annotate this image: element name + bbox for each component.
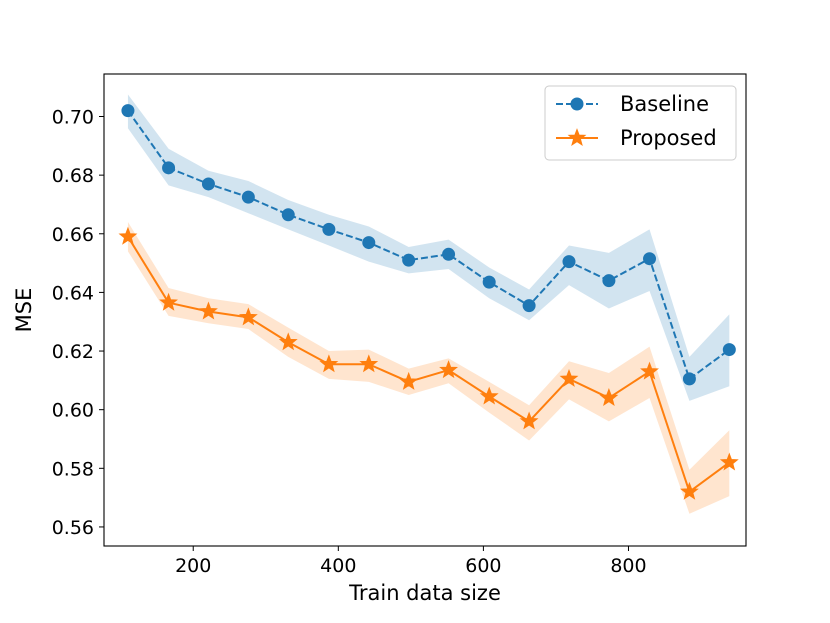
proposed-point [319,354,339,373]
proposed-point [159,292,178,311]
y-tick-label: 0.58 [52,458,94,480]
baseline-point [682,372,696,386]
baseline-point [402,253,416,267]
y-axis-ticks: 0.56 0.58 0.60 0.62 0.64 0.66 0.68 0.70 [52,107,104,539]
baseline-confidence-band [127,94,730,401]
y-tick-label: 0.60 [52,400,94,422]
proposed-point [278,332,298,351]
x-tick-label: 800 [610,555,646,577]
y-tick-label: 0.68 [52,165,94,187]
legend-proposed-label: Proposed [620,126,717,150]
baseline-series-line [127,110,730,380]
baseline-point [201,177,215,191]
baseline-point [602,274,616,288]
baseline-point [562,255,576,269]
x-axis-ticks: 200 400 600 800 [175,546,647,577]
proposed-point [559,368,579,387]
baseline-point [121,104,135,118]
y-axis-label: MSE [12,288,36,333]
series-markers [118,104,739,500]
baseline-point [322,222,336,236]
proposed-point [599,388,619,406]
x-tick-label: 400 [320,555,356,577]
proposed-point [519,411,539,430]
y-tick-label: 0.62 [52,341,94,363]
legend-proposed-marker [567,128,587,147]
baseline-point [522,299,536,313]
x-tick-label: 200 [175,555,211,577]
proposed-point [479,386,499,405]
x-tick-label: 600 [465,555,501,577]
baseline-point [241,190,255,204]
baseline-point [482,275,496,289]
plot-frame [103,73,747,547]
y-tick-label: 0.70 [52,107,94,129]
baseline-point [442,247,456,261]
y-tick-label: 0.64 [52,282,94,304]
proposed-point [640,361,659,380]
confidence-bands [127,94,730,514]
y-tick-label: 0.66 [52,224,94,246]
proposed-series-line [127,236,730,493]
y-tick-label: 0.56 [52,517,94,539]
proposed-point [238,307,258,326]
proposed-point [719,452,739,471]
baseline-point [362,236,376,250]
baseline-point [643,252,657,266]
baseline-point [162,161,176,175]
proposed-point [439,360,459,379]
proposed-point [199,301,218,320]
legend-baseline-marker [570,97,584,111]
legend: Baseline Proposed [544,85,737,161]
proposed-point [399,371,419,390]
proposed-point [679,481,699,500]
proposed-point [118,226,138,245]
series-lines [127,110,730,493]
legend-baseline-label: Baseline [620,92,709,116]
x-axis-label: Train data size [348,581,501,605]
proposed-point [359,354,379,373]
baseline-point [722,343,736,357]
baseline-point [281,208,295,222]
proposed-confidence-band [127,222,730,514]
